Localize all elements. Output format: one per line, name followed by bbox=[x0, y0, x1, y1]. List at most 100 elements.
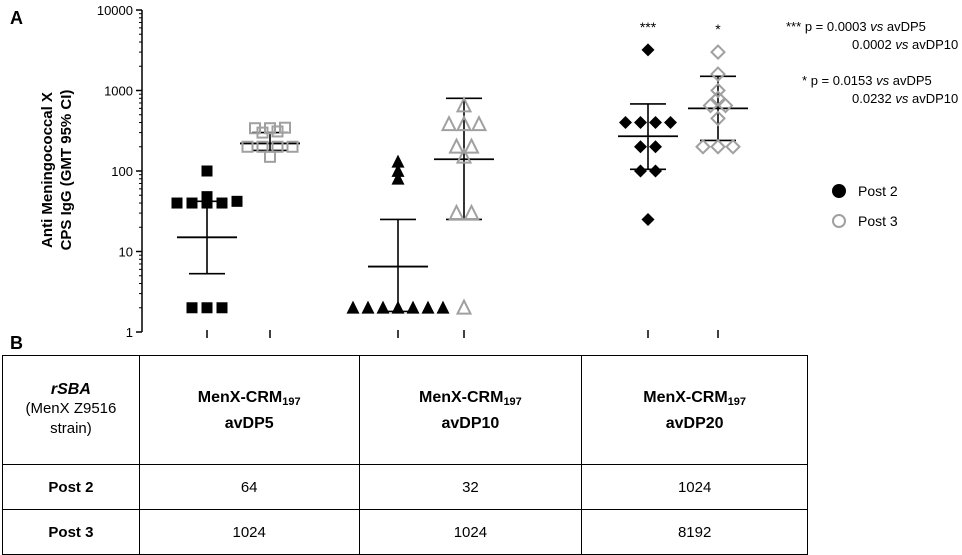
data-point bbox=[455, 96, 473, 113]
data-point bbox=[271, 125, 284, 138]
strain-note-line1: (MenX Z9516 bbox=[25, 400, 117, 417]
vs-text: vs bbox=[870, 19, 884, 34]
data-point bbox=[186, 302, 198, 314]
column-header-avdp10: MenX-CRM197 avDP10 bbox=[358, 355, 583, 465]
conjugate-subscript: 197 bbox=[503, 395, 522, 408]
data-point bbox=[455, 114, 473, 132]
p-value: 0.0232 bbox=[852, 91, 896, 106]
filled-circle-icon bbox=[832, 184, 846, 198]
y-axis-label-line1: Anti Meningococcal X bbox=[39, 92, 56, 248]
data-point bbox=[470, 114, 488, 132]
data-point bbox=[634, 140, 647, 154]
table-cell: 1024 bbox=[581, 464, 808, 510]
data-point bbox=[376, 300, 390, 314]
data-point bbox=[201, 165, 213, 177]
y-tick-label: 100 bbox=[111, 164, 133, 179]
data-point bbox=[710, 66, 726, 82]
data-point bbox=[725, 138, 741, 155]
data-point bbox=[463, 137, 480, 154]
data-point bbox=[391, 171, 405, 185]
legend-label: Post 2 bbox=[858, 183, 898, 199]
legend-item-post3: Post 3 bbox=[832, 213, 898, 229]
vs-text: vs bbox=[876, 73, 890, 88]
y-tick-label: 1 bbox=[126, 325, 133, 340]
data-point bbox=[710, 90, 726, 107]
data-point bbox=[634, 164, 647, 178]
data-point bbox=[421, 300, 435, 314]
data-point bbox=[440, 114, 458, 132]
data-point bbox=[391, 163, 405, 177]
data-point bbox=[710, 138, 726, 155]
column-header-avdp20: MenX-CRM197 avDP20 bbox=[581, 355, 808, 465]
table-cell: 1024 bbox=[358, 509, 583, 555]
data-point bbox=[649, 116, 662, 130]
data-point bbox=[641, 212, 655, 226]
p-value: p = 0.0153 bbox=[810, 73, 877, 88]
data-point bbox=[664, 116, 677, 130]
rsba-table: rSBA (MenX Z9516 strain) MenX-CRM197 avD… bbox=[2, 355, 808, 555]
panel-a-label: A bbox=[10, 8, 23, 28]
conjugate-name: MenX-CRM bbox=[419, 388, 504, 406]
significance-note-1: *** p = 0.0003 vs avDP5 0.0002 vs avDP10 bbox=[786, 18, 958, 54]
data-point bbox=[171, 197, 183, 209]
table-corner-cell: rSBA (MenX Z9516 strain) bbox=[2, 355, 140, 465]
data-point bbox=[463, 203, 480, 220]
table-cell: 64 bbox=[138, 464, 360, 510]
conjugate-name: MenX-CRM bbox=[197, 388, 283, 406]
panel-b-label: B bbox=[10, 333, 23, 353]
ref-group: avDP10 bbox=[908, 91, 959, 106]
data-point bbox=[448, 203, 465, 220]
p-value: 0.0002 bbox=[852, 37, 896, 52]
vs-text: vs bbox=[895, 91, 909, 106]
data-point bbox=[455, 298, 473, 315]
dose-name: avDP5 bbox=[224, 414, 274, 432]
data-point bbox=[702, 97, 719, 114]
y-axis-label-line2: CPS IgG (GMT 95% CI) bbox=[58, 90, 75, 251]
y-tick-label: 1000 bbox=[104, 84, 133, 99]
table-row: Post 3 1024 1024 8192 bbox=[2, 509, 808, 555]
data-point bbox=[710, 110, 726, 127]
ref-group: avDP5 bbox=[883, 19, 926, 34]
data-point bbox=[619, 116, 632, 130]
ref-group: avDP5 bbox=[889, 73, 932, 88]
data-point bbox=[649, 164, 662, 178]
conjugate-subscript: 197 bbox=[282, 395, 301, 408]
data-point bbox=[241, 140, 254, 153]
data-point bbox=[271, 140, 284, 153]
dose-name: avDP20 bbox=[665, 414, 724, 432]
data-point bbox=[201, 302, 213, 314]
data-point bbox=[216, 197, 228, 209]
data-point bbox=[201, 197, 213, 209]
y-tick-label: 10 bbox=[119, 245, 133, 260]
data-point bbox=[717, 97, 734, 114]
data-point bbox=[455, 147, 473, 164]
data-point bbox=[695, 138, 711, 155]
table-cell: 1024 bbox=[138, 509, 360, 555]
open-circle-icon bbox=[832, 214, 846, 228]
data-point bbox=[391, 154, 405, 168]
data-point bbox=[216, 302, 228, 314]
stars: * bbox=[802, 73, 808, 88]
data-point bbox=[391, 300, 405, 314]
data-point bbox=[346, 300, 360, 314]
data-point bbox=[186, 197, 198, 209]
data-point bbox=[710, 44, 726, 61]
data-point bbox=[649, 140, 662, 154]
conjugate-subscript: 197 bbox=[727, 395, 747, 408]
significance-stars: * bbox=[715, 21, 721, 37]
legend-label: Post 3 bbox=[858, 213, 898, 229]
data-point bbox=[231, 195, 243, 207]
table-row: Post 2 64 32 1024 bbox=[2, 464, 808, 510]
igg-scatter-chart: 1 10 100 1000 10000 Anti Meningococcal X CPS I… bbox=[39, 3, 748, 340]
column-header-avdp5: MenX-CRM197 avDP5 bbox=[138, 355, 360, 465]
data-point bbox=[710, 82, 726, 99]
stars: *** bbox=[786, 19, 802, 34]
data-point bbox=[641, 43, 655, 57]
rsba-title: rSBA bbox=[50, 381, 91, 398]
data-point bbox=[406, 300, 420, 314]
data-point bbox=[256, 140, 269, 153]
data-point bbox=[279, 121, 291, 134]
dose-name: avDP10 bbox=[441, 414, 500, 432]
data-point bbox=[286, 140, 299, 153]
data-point bbox=[634, 116, 647, 130]
